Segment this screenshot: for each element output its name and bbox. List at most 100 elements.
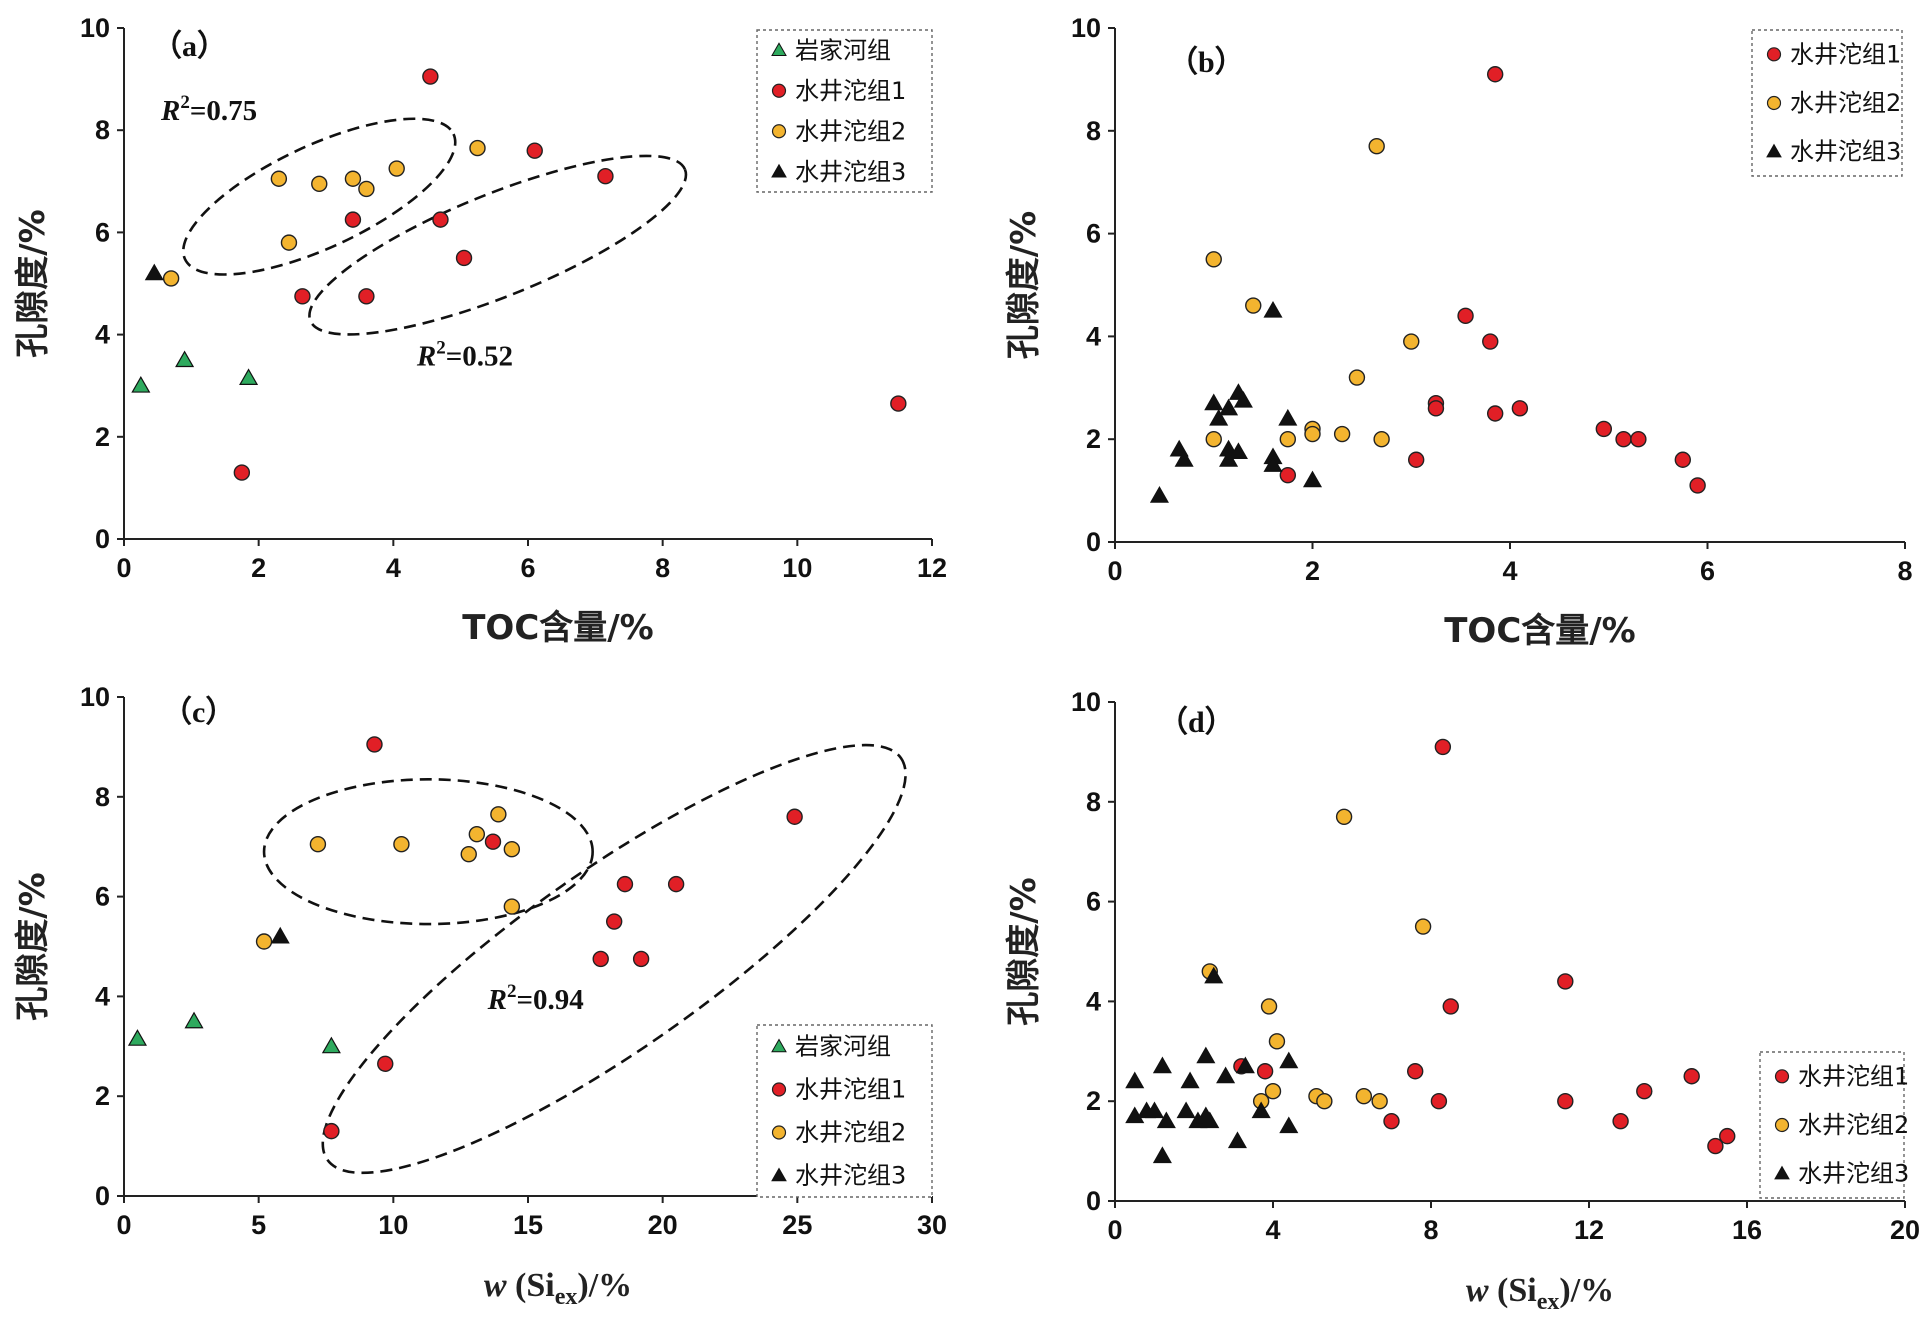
data-point-水井沱组3 [1219, 398, 1239, 416]
chart-panel-2: 0 5 10 15 20 25 30 0 2 4 6 8 10 w (Siex)/% 孔隙度/% （c） R2=… [13, 682, 947, 1310]
data-point-水井沱组2 [1403, 333, 1420, 350]
data-point-水井沱组1 [1482, 333, 1499, 350]
data-point-水井沱组3 [1125, 1071, 1145, 1089]
x-tick-label: 12 [1574, 1215, 1604, 1245]
legend-label: 水井沱组2 [1798, 1111, 1909, 1139]
data-point-水井沱组1 [1630, 431, 1647, 448]
legend-marker [771, 1125, 787, 1140]
x-tick-label: 0 [116, 1210, 131, 1240]
x-tick-label: 4 [386, 553, 401, 583]
y-tick-label: 4 [1086, 986, 1101, 1016]
data-point-水井沱组2 [255, 933, 273, 950]
y-tick-label: 10 [1071, 13, 1101, 43]
x-tick-label: 20 [1890, 1215, 1920, 1245]
legend-marker [1774, 1165, 1790, 1180]
data-point-水井沱组1 [358, 288, 375, 305]
data-point-水井沱组3 [1251, 1101, 1271, 1119]
trend-ellipse [321, 743, 907, 1175]
x-tick-label: 8 [1897, 556, 1912, 586]
y-tick-label: 4 [1086, 321, 1101, 351]
data-point-水井沱组2 [344, 170, 362, 187]
y-tick-label: 8 [1086, 116, 1101, 146]
data-point-水井沱组2 [162, 270, 180, 287]
data-point-水井沱组3 [1196, 1046, 1216, 1064]
data-point-水井沱组2 [388, 160, 405, 177]
data-point-水井沱组3 [1152, 1146, 1172, 1164]
y-tick-label: 0 [95, 1181, 110, 1211]
legend-marker [771, 83, 787, 98]
data-point-水井沱组3 [1216, 1066, 1236, 1084]
data-point-岩家河组 [239, 368, 259, 386]
legend-marker [771, 124, 787, 139]
data-point-水井沱组3 [1302, 470, 1323, 488]
x-tick-label: 0 [1107, 1215, 1122, 1245]
data-point-水井沱组1 [233, 464, 251, 481]
data-point-水井沱组1 [455, 249, 473, 267]
data-point-水井沱组1 [1256, 1063, 1274, 1080]
data-point-水井沱组2 [309, 836, 327, 853]
data-point-水井沱组3 [1228, 442, 1248, 460]
data-point-水井沱组1 [377, 1055, 394, 1072]
data-point-水井沱组2 [1371, 1092, 1388, 1110]
y-tick-label: 10 [80, 13, 110, 43]
x-tick-label: 2 [1305, 556, 1320, 586]
data-point-水井沱组1 [592, 950, 609, 968]
y-tick-label: 10 [1071, 687, 1101, 717]
x-tick-label: 4 [1502, 556, 1517, 586]
x-tick-label: 10 [782, 553, 812, 583]
x-tick-label: 5 [251, 1210, 266, 1240]
data-point-水井沱组3 [1149, 486, 1169, 503]
data-point-水井沱组2 [1264, 1083, 1282, 1100]
x-tick-label: 30 [917, 1210, 947, 1240]
x-tick-label: 6 [520, 553, 535, 583]
data-point-水井沱组2 [1333, 425, 1351, 443]
data-point-水井沱组1 [526, 142, 543, 159]
y-tick-label: 0 [95, 524, 110, 554]
y-tick-label: 8 [95, 115, 110, 145]
data-point-水井沱组3 [1233, 390, 1253, 408]
data-point-水井沱组1 [1442, 998, 1459, 1015]
x-tick-label: 0 [1107, 556, 1122, 586]
x-axis-title: TOC含量/% [1444, 611, 1636, 651]
data-point-水井沱组2 [503, 898, 521, 915]
data-point-水井沱组2 [1373, 431, 1390, 448]
data-point-水井沱组1 [1430, 1092, 1448, 1110]
y-tick-label: 2 [95, 1081, 110, 1111]
data-point-水井沱组1 [1406, 1063, 1424, 1080]
data-point-岩家河组 [131, 375, 151, 393]
data-point-水井沱组1 [1383, 1112, 1400, 1130]
legend-label: 水井沱组3 [1798, 1160, 1909, 1188]
data-point-水井沱组2 [1304, 425, 1321, 443]
data-point-水井沱组2 [468, 826, 486, 843]
panel-label: （a） [152, 29, 227, 63]
y-tick-label: 6 [1086, 887, 1101, 917]
data-point-水井沱组1 [294, 288, 311, 305]
data-point-水井沱组2 [1335, 808, 1353, 825]
y-tick-label: 6 [95, 217, 110, 247]
data-point-水井沱组2 [469, 139, 486, 157]
legend-label: 水井沱组2 [795, 117, 906, 145]
data-point-岩家河组 [321, 1036, 341, 1054]
data-point-水井沱组1 [1557, 973, 1574, 990]
data-point-水井沱组1 [1457, 307, 1474, 325]
data-point-水井沱组2 [311, 175, 328, 193]
x-axis-title: TOC含量/% [462, 608, 654, 648]
data-point-水井沱组3 [1263, 455, 1283, 472]
y-axis-title: 孔隙度/% [1004, 877, 1044, 1025]
data-point-水井沱组1 [1511, 400, 1529, 417]
data-point-水井沱组1 [1636, 1083, 1653, 1100]
panel-label: （b） [1168, 45, 1245, 79]
data-point-水井沱组2 [1205, 431, 1222, 448]
data-point-水井沱组2 [1355, 1088, 1373, 1105]
y-tick-label: 6 [1086, 219, 1101, 249]
legend-label: 岩家河组 [795, 1033, 891, 1061]
data-point-水井沱组2 [358, 180, 375, 198]
data-point-水井沱组3 [1235, 1056, 1255, 1074]
data-point-水井沱组3 [1279, 1051, 1299, 1069]
data-point-水井沱组2 [1316, 1092, 1333, 1110]
x-axis-title: w (Siex)/% [484, 1267, 632, 1310]
data-point-水井沱组2 [393, 836, 410, 853]
